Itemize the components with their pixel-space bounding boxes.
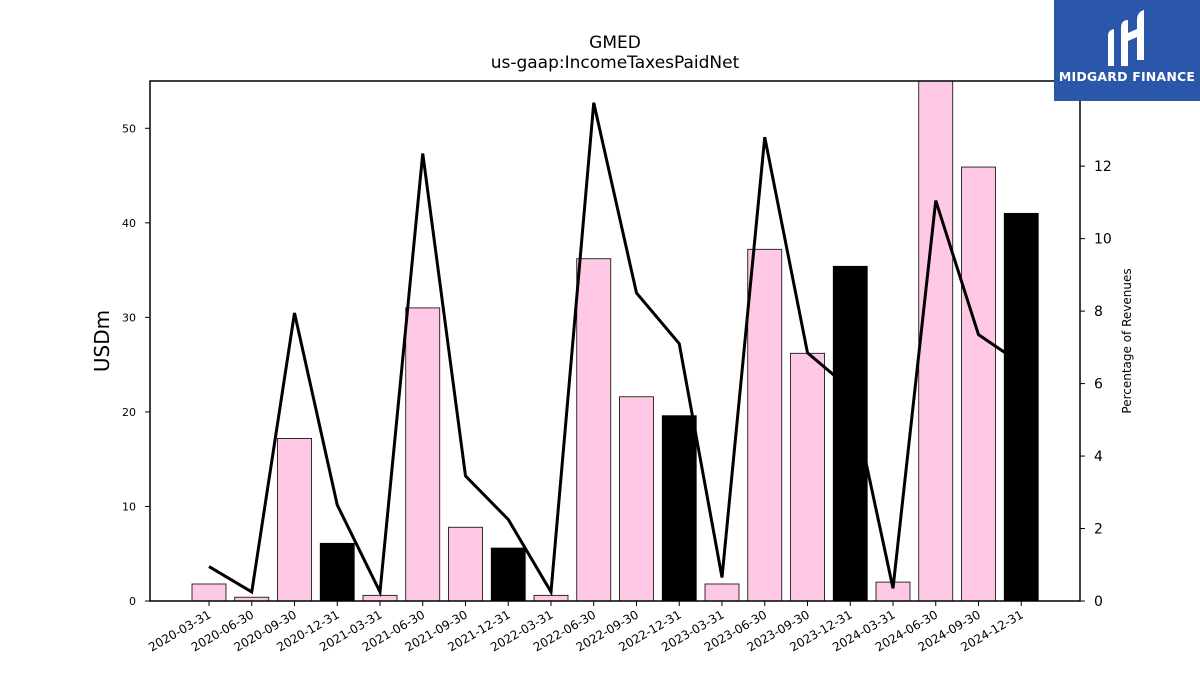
y2-tick-label: 2: [1094, 522, 1103, 538]
bar: [362, 594, 398, 602]
y-tick-label: 30: [122, 311, 136, 324]
bar: [490, 547, 526, 602]
y2-tick-label: 8: [1094, 304, 1103, 320]
y-tick-label: 20: [122, 406, 136, 419]
bar: [832, 265, 868, 602]
bar: [1003, 212, 1039, 602]
bar: [319, 542, 355, 602]
y2-tick-label: 0: [1094, 594, 1103, 610]
bar: [448, 526, 483, 602]
y2-axis-label: Percentage of Revenues: [1120, 268, 1134, 413]
bar: [704, 583, 740, 602]
y-tick-label: 0: [129, 595, 136, 608]
bar: [576, 258, 612, 602]
bar: [191, 583, 227, 602]
chart-subtitle: us-gaap:IncomeTaxesPaidNet: [491, 53, 740, 73]
bar: [961, 166, 996, 602]
y-axis-label: USDm: [90, 310, 114, 372]
chart-title: GMED: [589, 33, 641, 53]
y-tick-label: 10: [122, 500, 136, 513]
y2-tick-label: 10: [1094, 232, 1112, 248]
bar: [661, 415, 697, 602]
bar: [747, 248, 783, 602]
bar: [619, 396, 654, 602]
y-tick-label: 40: [122, 217, 136, 230]
logo-text: MIDGARD FINANCE: [1058, 69, 1196, 84]
bar: [405, 307, 441, 602]
y-tick-label: 50: [122, 122, 136, 135]
percentage-line: [208, 102, 1023, 598]
bar: [918, 80, 954, 602]
logo-mark-icon: [1108, 10, 1144, 66]
bar: [790, 352, 825, 602]
y2-tick-label: 6: [1094, 377, 1103, 393]
y2-tick-label: 4: [1094, 449, 1103, 465]
bar: [277, 437, 312, 602]
midgard-finance-logo: MIDGARD FINANCE: [1054, 0, 1200, 101]
plot-frame: [149, 80, 1081, 602]
y2-tick-label: 12: [1094, 159, 1112, 175]
bar: [533, 594, 569, 602]
